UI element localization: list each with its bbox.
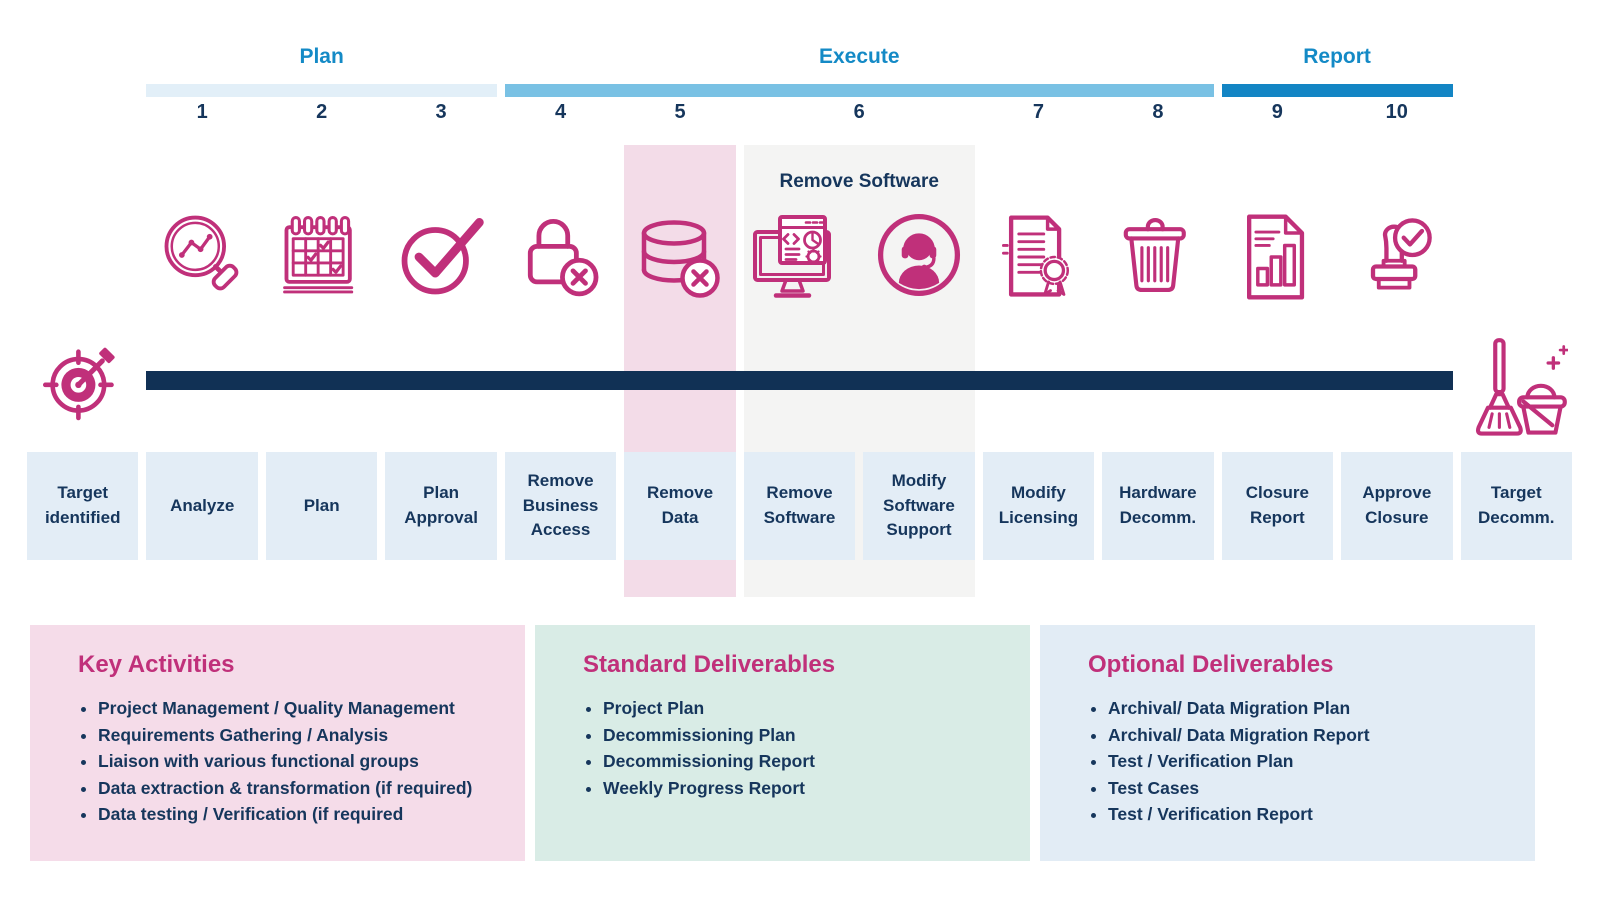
lock-remove-icon bbox=[513, 207, 609, 303]
icon-cell-target bbox=[27, 145, 138, 452]
icon-cell-closure-report bbox=[1222, 145, 1333, 452]
check-circle-icon bbox=[392, 207, 490, 303]
step-number-6: 6 bbox=[853, 101, 865, 123]
standard-deliverables-panel: Standard Deliverables Project Plan Decom… bbox=[535, 625, 1030, 861]
phase-title-report: Report bbox=[1303, 45, 1371, 68]
icon-cell-hardware-decomm bbox=[1102, 145, 1213, 452]
mop-bucket-icon bbox=[1464, 335, 1569, 445]
list-item: Data testing / Verification (if required bbox=[98, 801, 501, 828]
step-label-remove-business-access: Remove Business Access bbox=[504, 452, 617, 560]
key-activities-title: Key Activities bbox=[78, 651, 235, 678]
step-number-10: 10 bbox=[1385, 101, 1408, 123]
phase-bar-report bbox=[1221, 84, 1453, 97]
list-item: Decommissioning Plan bbox=[603, 722, 1006, 749]
list-item: Archival/ Data Migration Report bbox=[1108, 722, 1511, 749]
list-item: Data extraction & transformation (if req… bbox=[98, 775, 501, 802]
list-item: Project Plan bbox=[603, 695, 1006, 722]
process-grid: Plan Execute Report 1 2 3 4 5 6 7 8 9 10… bbox=[27, 0, 1572, 597]
step-label-modify-software-support: Modify Software Support bbox=[863, 452, 975, 560]
magnifier-chart-icon bbox=[154, 207, 250, 303]
database-remove-icon bbox=[630, 207, 730, 307]
step-label-plan-approval: Plan Approval bbox=[385, 452, 497, 560]
target-arrow-icon bbox=[37, 335, 129, 431]
step-label-hardware-decomm: Hardware Decomm. bbox=[1102, 452, 1214, 560]
list-item: Requirements Gathering / Analysis bbox=[98, 722, 501, 749]
step-label-remove-data: Remove Data bbox=[624, 452, 736, 560]
list-item: Decommissioning Report bbox=[603, 748, 1006, 775]
stamp-approved-icon bbox=[1349, 207, 1445, 303]
icon-cell-remove-software bbox=[744, 145, 855, 452]
step-number-9: 9 bbox=[1271, 101, 1283, 123]
step-number-3: 3 bbox=[435, 101, 447, 123]
list-item: Archival/ Data Migration Plan bbox=[1108, 695, 1511, 722]
phase-title-execute: Execute bbox=[818, 45, 900, 68]
list-item: Test Cases bbox=[1108, 775, 1511, 802]
step-label-remove-software: Remove Software bbox=[743, 452, 856, 560]
step-label-modify-licensing: Modify Licensing bbox=[982, 452, 1095, 560]
optional-deliverables-list: Archival/ Data Migration Plan Archival/ … bbox=[1088, 695, 1511, 828]
icon-cell-plan-approval bbox=[385, 145, 496, 452]
standard-deliverables-title: Standard Deliverables bbox=[583, 651, 836, 678]
step-label-target-identified: Target identified bbox=[27, 452, 139, 560]
calendar-checks-icon bbox=[273, 207, 371, 303]
report-chart-icon bbox=[1229, 207, 1325, 307]
list-item: Test / Verification Plan bbox=[1108, 748, 1511, 775]
key-activities-list: Project Management / Quality Management … bbox=[78, 695, 501, 828]
step-number-2: 2 bbox=[316, 101, 328, 123]
list-item: Test / Verification Report bbox=[1108, 801, 1511, 828]
optional-deliverables-title: Optional Deliverables bbox=[1088, 651, 1334, 678]
phase-bar-plan bbox=[146, 84, 497, 97]
license-certificate-icon bbox=[990, 207, 1086, 307]
step-number-1: 1 bbox=[196, 101, 208, 123]
icon-cell-target-decomm bbox=[1461, 145, 1572, 452]
icon-cell-modify-licensing bbox=[983, 145, 1094, 452]
step-label-closure-report: Closure Report bbox=[1221, 452, 1334, 560]
step-number-8: 8 bbox=[1152, 101, 1164, 123]
step-number-7: 7 bbox=[1032, 101, 1044, 123]
step-label-plan: Plan bbox=[265, 452, 378, 560]
icon-cell-approve-closure bbox=[1341, 145, 1452, 452]
step-label-analyze: Analyze bbox=[146, 452, 258, 560]
timeline-bar bbox=[146, 371, 1453, 390]
monitor-software-icon bbox=[749, 207, 849, 307]
key-activities-panel: Key Activities Project Management / Qual… bbox=[30, 625, 525, 861]
list-item: Weekly Progress Report bbox=[603, 775, 1006, 802]
icon-cell-remove-business-access bbox=[505, 145, 616, 452]
remove-software-group-title: Remove Software bbox=[779, 171, 939, 192]
step-number-4: 4 bbox=[555, 101, 567, 123]
icon-cell-analyze bbox=[146, 145, 257, 452]
phase-title-plan: Plan bbox=[299, 45, 344, 68]
step-number-5: 5 bbox=[674, 101, 686, 123]
list-item: Project Management / Quality Management bbox=[98, 695, 501, 722]
icon-cell-plan bbox=[266, 145, 377, 452]
optional-deliverables-panel: Optional Deliverables Archival/ Data Mig… bbox=[1040, 625, 1535, 861]
icon-cell-remove-data bbox=[624, 145, 735, 452]
icon-cell-modify-software-support bbox=[863, 145, 974, 452]
step-label-approve-closure: Approve Closure bbox=[1341, 452, 1453, 560]
step-label-target-decomm: Target Decomm. bbox=[1460, 452, 1572, 560]
phase-bar-execute bbox=[504, 84, 1214, 97]
support-headset-icon bbox=[871, 207, 967, 303]
standard-deliverables-list: Project Plan Decommissioning Plan Decomm… bbox=[583, 695, 1006, 801]
list-item: Liaison with various functional groups bbox=[98, 748, 501, 775]
trash-icon bbox=[1112, 207, 1204, 303]
